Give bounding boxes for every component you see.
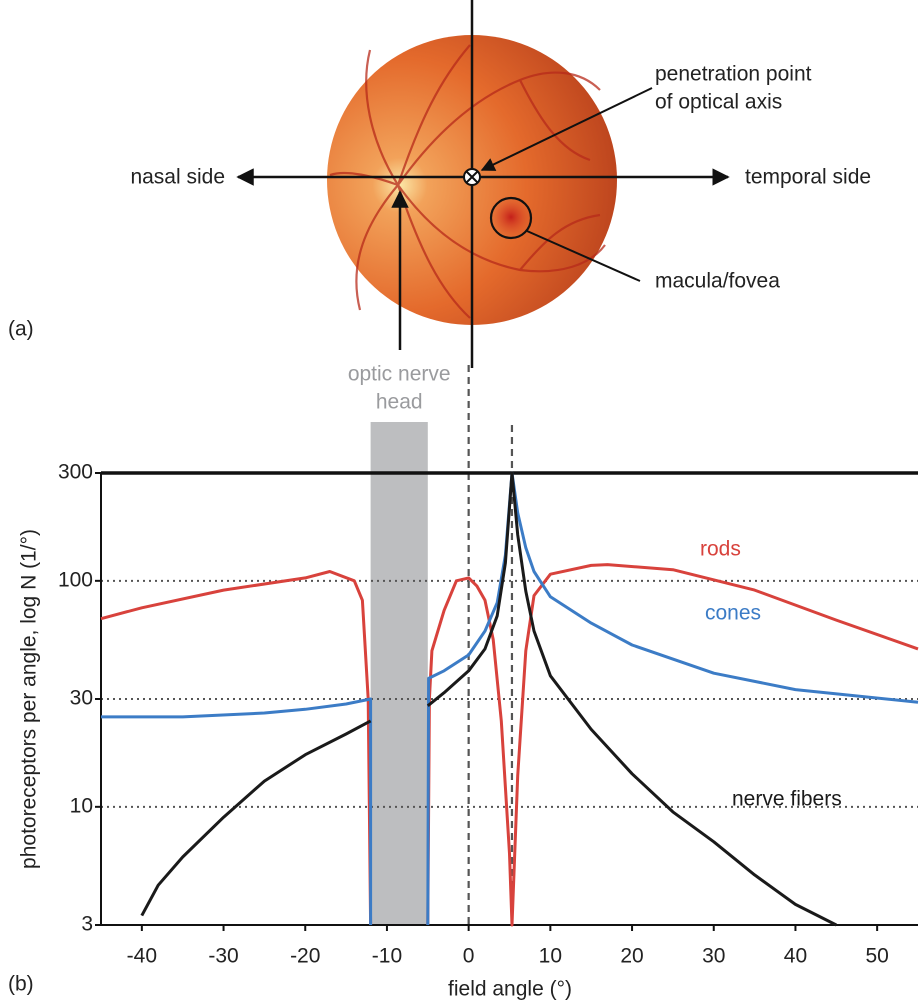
x-tick-label: 20 (620, 945, 643, 968)
series-line (100, 563, 919, 927)
axis-point-pointer (480, 87, 653, 171)
x-tick-label: -30 (208, 945, 238, 968)
axis-point-label: of optical axis (655, 91, 782, 114)
x-tick-label: 50 (865, 945, 888, 968)
fovea-pointer (526, 230, 641, 282)
optic-nerve-band (370, 422, 428, 925)
plot: optic nerve head 3 10 30 100 300 -40 -30 -20 -10 0 1… (58, 363, 919, 968)
series-line (140, 471, 837, 927)
panel-label: (a) (8, 318, 34, 341)
x-tick-label: 40 (784, 945, 807, 968)
fovea-circle (489, 196, 533, 240)
panel-label: (b) (8, 973, 34, 996)
band-label: optic nerve (348, 363, 451, 386)
nasal-label: nasal side (130, 166, 225, 189)
band-label: head (376, 391, 423, 414)
y-axis-label: photoreceptors per angle, log N (1/°) (18, 529, 41, 869)
y-tick-label: 300 (58, 461, 93, 484)
x-tick-label: -10 (372, 945, 402, 968)
x-axis-label: field angle (°) (448, 978, 572, 1001)
x-tick-label: -40 (127, 945, 157, 968)
axis-point-marker (463, 168, 481, 186)
x-tick-label: 10 (539, 945, 562, 968)
y-tick-label: 10 (70, 794, 93, 817)
x-tick-label: -20 (290, 945, 320, 968)
y-tick-label: 30 (70, 687, 93, 710)
axis-point-label: penetration point (655, 63, 812, 86)
series-label: rods (700, 538, 741, 561)
x-tick-label: 0 (463, 945, 475, 968)
series-label: nerve fibers (732, 788, 842, 811)
fovea-label: macula/fovea (655, 270, 780, 293)
y-tick-label: 100 (58, 568, 93, 591)
y-tick-label: 3 (81, 913, 93, 936)
x-tick-label: 30 (702, 945, 725, 968)
series-line (101, 471, 919, 926)
series-label: cones (705, 602, 761, 625)
temporal-label: temporal side (745, 166, 871, 189)
